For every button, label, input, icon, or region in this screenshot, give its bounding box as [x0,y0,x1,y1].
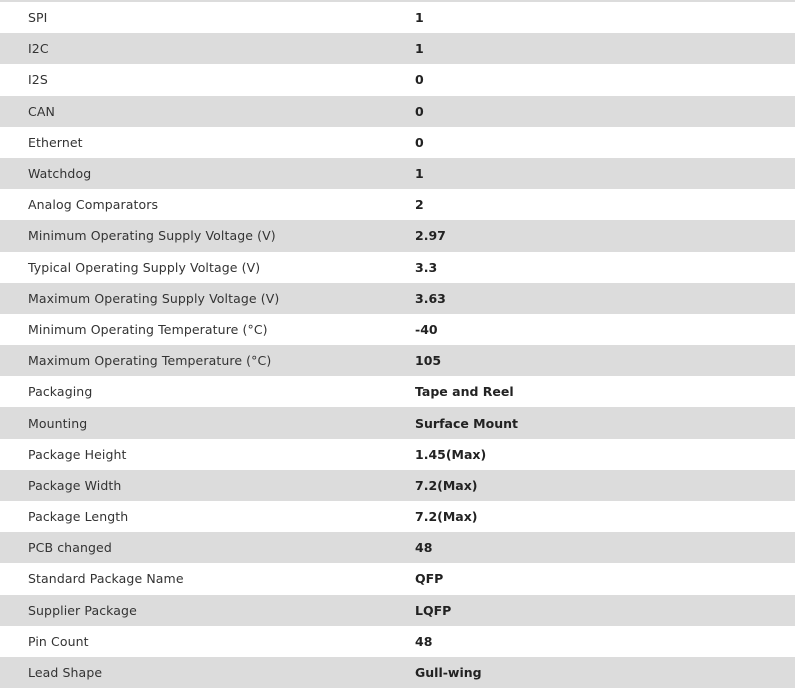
spec-label: Package Width [28,477,122,493]
spec-value: 2.97 [415,228,446,244]
spec-label: Minimum Operating Temperature (°C) [28,321,268,337]
spec-value: 0 [415,103,424,119]
spec-value: 1 [415,41,424,57]
spec-label: PCB changed [28,540,112,556]
spec-label: Lead Shape [28,665,103,681]
spec-label: Analog Comparators [28,197,159,213]
spec-label: Supplier Package [28,602,137,618]
spec-value: Gull-wing [415,665,482,681]
spec-label: Ethernet [28,134,83,150]
spec-row: Watchdog 1 [0,157,795,190]
spec-row: Maximum Operating Temperature (°C) 105 [0,345,795,377]
spec-value: Tape and Reel [415,384,514,400]
spec-value: QFP [415,571,444,587]
spec-label: I2S [28,72,48,88]
spec-value: -40 [415,321,438,337]
spec-row: Analog Comparators 2 [0,189,795,220]
spec-row: Standard Package Name QFP [0,563,795,594]
spec-row: CAN 0 [0,95,795,127]
spec-value: 3.63 [415,290,446,306]
spec-label: SPI [28,10,48,26]
spec-row: Maximum Operating Supply Voltage (V) 3.63 [0,282,795,314]
spec-value: 1 [415,10,424,26]
spec-value: 48 [415,540,433,556]
spec-row: Package Height 1.45(Max) [0,439,795,470]
spec-value: 48 [415,633,433,649]
spec-value: 7.2(Max) [415,509,478,525]
spec-label: CAN [28,103,55,119]
spec-label: Minimum Operating Supply Voltage (V) [28,228,276,244]
spec-label: Maximum Operating Supply Voltage (V) [28,290,280,306]
spec-row: I2C 1 [0,33,795,65]
spec-row: Minimum Operating Temperature (°C) -40 [0,314,795,345]
spec-row: Ethernet 0 [0,127,795,158]
spec-row: Supplier Package LQFP [0,594,795,626]
spec-label: Packaging [28,384,93,400]
spec-row: I2S 0 [0,64,795,95]
spec-value: LQFP [415,602,452,618]
spec-label: Typical Operating Supply Voltage (V) [28,259,261,275]
spec-row: Mounting Surface Mount [0,407,795,439]
spec-value: 105 [415,353,442,369]
spec-label: Pin Count [28,633,89,649]
spec-value: 0 [415,134,424,150]
spec-label: I2C [28,41,49,57]
spec-row: Minimum Operating Supply Voltage (V) 2.97 [0,220,795,252]
spec-value: 7.2(Max) [415,477,478,493]
spec-label: Watchdog [28,166,92,182]
spec-value: 1 [415,166,424,182]
spec-label: Package Height [28,446,127,462]
spec-label: Mounting [28,415,88,431]
spec-row: Packaging Tape and Reel [0,376,795,407]
spec-row: SPI 1 [0,2,795,33]
spec-value: 3.3 [415,259,438,275]
spec-row: Typical Operating Supply Voltage (V) 3.3 [0,252,795,283]
spec-row: Lead Shape Gull-wing [0,656,795,689]
spec-row: Package Length 7.2(Max) [0,501,795,532]
spec-value: Surface Mount [415,415,518,431]
spec-row: Pin Count 48 [0,626,795,657]
spec-row: Package Width 7.2(Max) [0,469,795,501]
spec-row: PCB changed 48 [0,532,795,564]
spec-value: 0 [415,72,424,88]
spec-label: Package Length [28,509,129,525]
spec-value: 1.45(Max) [415,446,487,462]
spec-label: Standard Package Name [28,571,184,587]
spec-label: Maximum Operating Temperature (°C) [28,353,272,369]
spec-value: 2 [415,197,424,213]
